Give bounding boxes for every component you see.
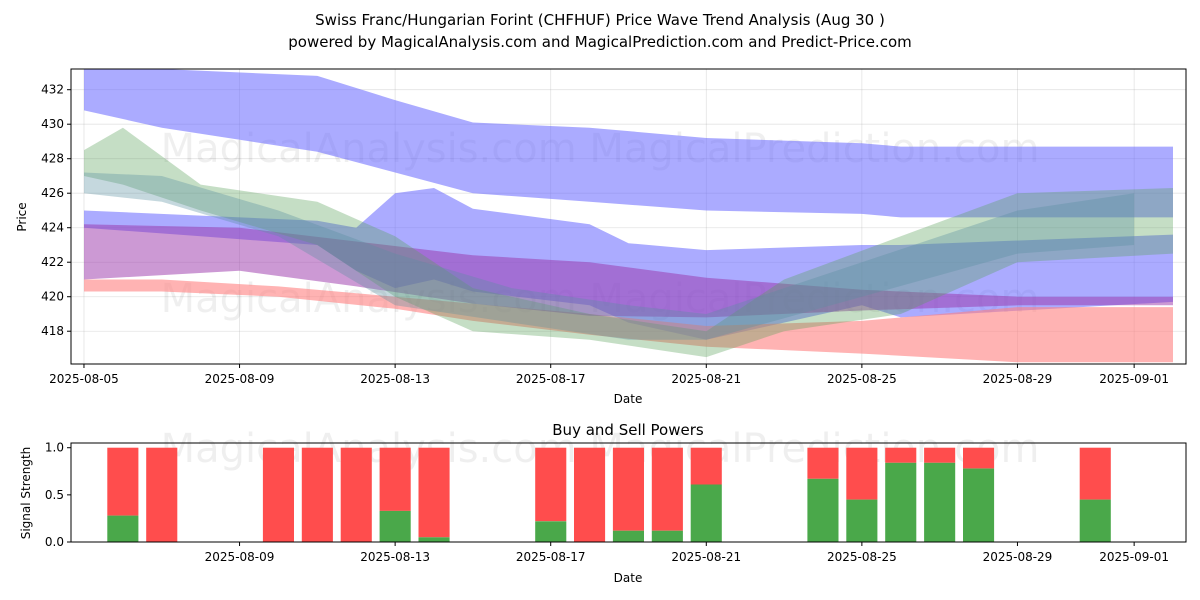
sell-bar — [107, 447, 139, 516]
price-y-tick-label: 422 — [41, 255, 64, 269]
sell-bar — [612, 447, 644, 531]
price-y-tick-label: 418 — [41, 324, 64, 338]
price-x-tick-label: 2025-08-05 — [49, 372, 119, 386]
price-y-tick-label: 420 — [41, 290, 64, 304]
buy-bar — [963, 468, 995, 542]
price-band-purple-3 — [84, 224, 1173, 318]
price-x-tick-label: 2025-08-17 — [516, 372, 586, 386]
sell-bar — [924, 447, 956, 463]
signal-x-tick-label: 2025-08-25 — [827, 550, 897, 564]
signal-plot-frame — [70, 442, 1187, 543]
price-y-axis-label: Price — [15, 202, 29, 231]
buy-bar — [807, 478, 839, 542]
signal-panel: Buy and Sell Powers MagicalAnalysis.com … — [19, 421, 1187, 585]
buy-bar — [107, 515, 139, 542]
signal-x-tick-label: 2025-09-01 — [1099, 550, 1169, 564]
sell-bar — [807, 447, 839, 479]
signal-x-tick-label: 2025-08-21 — [671, 550, 741, 564]
signal-x-tick-label: 2025-08-13 — [360, 550, 430, 564]
chart-title-line2: powered by MagicalAnalysis.com and Magic… — [288, 33, 912, 51]
signal-y-tick-label: 0.5 — [45, 488, 64, 502]
sell-bar — [146, 447, 178, 542]
buy-bar — [379, 510, 411, 542]
price-y-tick-label: 428 — [41, 152, 64, 166]
sell-bar — [963, 447, 995, 469]
sell-bar — [262, 447, 294, 542]
price-y-tick-label: 432 — [41, 83, 64, 97]
price-y-ticks: 418 420 422 424 426 428 430 432 — [41, 83, 71, 338]
price-y-tick-label: 426 — [41, 186, 64, 200]
sell-bar — [301, 447, 333, 542]
price-band-bluegreen-5 — [84, 172, 1135, 340]
chart-title-line1: Swiss Franc/Hungarian Forint (CHFHUF) Pr… — [315, 11, 885, 29]
sell-bar — [651, 447, 683, 531]
buy-bar — [612, 530, 644, 542]
buy-bar — [690, 484, 722, 542]
price-y-tick-label: 424 — [41, 221, 64, 235]
buy-bar — [418, 537, 450, 542]
signal-panel-title: Buy and Sell Powers — [552, 421, 704, 439]
price-band-green-4 — [84, 127, 1173, 358]
signal-y-ticks: 0.0 0.5 1.0 — [45, 441, 71, 549]
price-x-tick-label: 2025-09-01 — [1099, 372, 1169, 386]
sell-bar — [379, 447, 411, 511]
buy-bar — [535, 521, 567, 542]
price-wave-bands — [84, 69, 1173, 363]
signal-x-axis-label: Date — [614, 571, 643, 585]
price-x-ticks: 2025-08-05 2025-08-09 2025-08-13 2025-08-17… — [49, 364, 1169, 386]
price-x-tick-label: 2025-08-21 — [671, 372, 741, 386]
signal-y-axis-label: Signal Strength — [19, 447, 33, 540]
buy-bar — [651, 530, 683, 542]
signal-bars — [107, 447, 1111, 542]
signal-x-tick-label: 2025-08-29 — [983, 550, 1053, 564]
sell-bar — [1079, 447, 1111, 500]
buy-bar — [885, 462, 917, 542]
signal-x-tick-label: 2025-08-09 — [205, 550, 275, 564]
price-band-blue-0 — [84, 69, 1173, 218]
sell-bar — [418, 447, 450, 538]
signal-x-ticks: 2025-08-09 2025-08-13 2025-08-17 2025-08-21… — [205, 542, 1169, 564]
price-plot-frame — [70, 68, 1187, 365]
price-panel: MagicalAnalysis.com MagicalPrediction.co… — [15, 68, 1187, 406]
signal-y-tick-label: 1.0 — [45, 441, 64, 455]
price-x-tick-label: 2025-08-13 — [360, 372, 430, 386]
sell-bar — [535, 447, 567, 522]
sell-bar — [846, 447, 878, 500]
buy-bar — [924, 462, 956, 542]
signal-y-tick-label: 0.0 — [45, 535, 64, 549]
signal-x-tick-label: 2025-08-17 — [516, 550, 586, 564]
price-x-tick-label: 2025-08-09 — [205, 372, 275, 386]
price-y-tick-label: 430 — [41, 117, 64, 131]
buy-bar — [846, 499, 878, 542]
price-x-axis-label: Date — [614, 392, 643, 406]
price-x-tick-label: 2025-08-29 — [983, 372, 1053, 386]
sell-bar — [690, 447, 722, 485]
sell-bar — [885, 447, 917, 463]
price-band-red-2 — [84, 279, 1173, 363]
price-x-tick-label: 2025-08-25 — [827, 372, 897, 386]
sell-bar — [340, 447, 372, 542]
sell-bar — [574, 447, 606, 542]
buy-bar — [1079, 499, 1111, 542]
